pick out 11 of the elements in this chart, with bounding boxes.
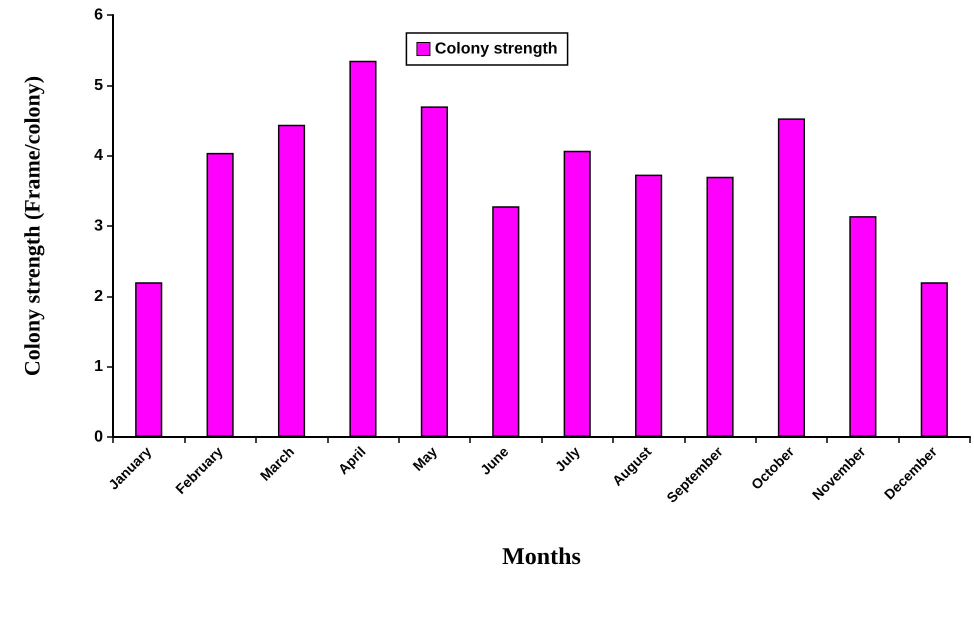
y-tick-label: 5 (94, 76, 104, 94)
y-tick-label: 1 (94, 358, 104, 376)
legend-label: Colony strength (434, 40, 558, 58)
y-tick-label: 4 (94, 147, 104, 164)
x-tick-label: May (409, 443, 440, 474)
y-tick-label: 3 (94, 218, 104, 234)
x-axis-title: Months (502, 544, 581, 570)
y-tick-label: 6 (94, 6, 104, 24)
y-tick-label: 0 (94, 428, 104, 446)
y-axis-title: Colony strength (Frame/colony) (20, 76, 44, 376)
y-tick-label: 2 (94, 288, 104, 305)
